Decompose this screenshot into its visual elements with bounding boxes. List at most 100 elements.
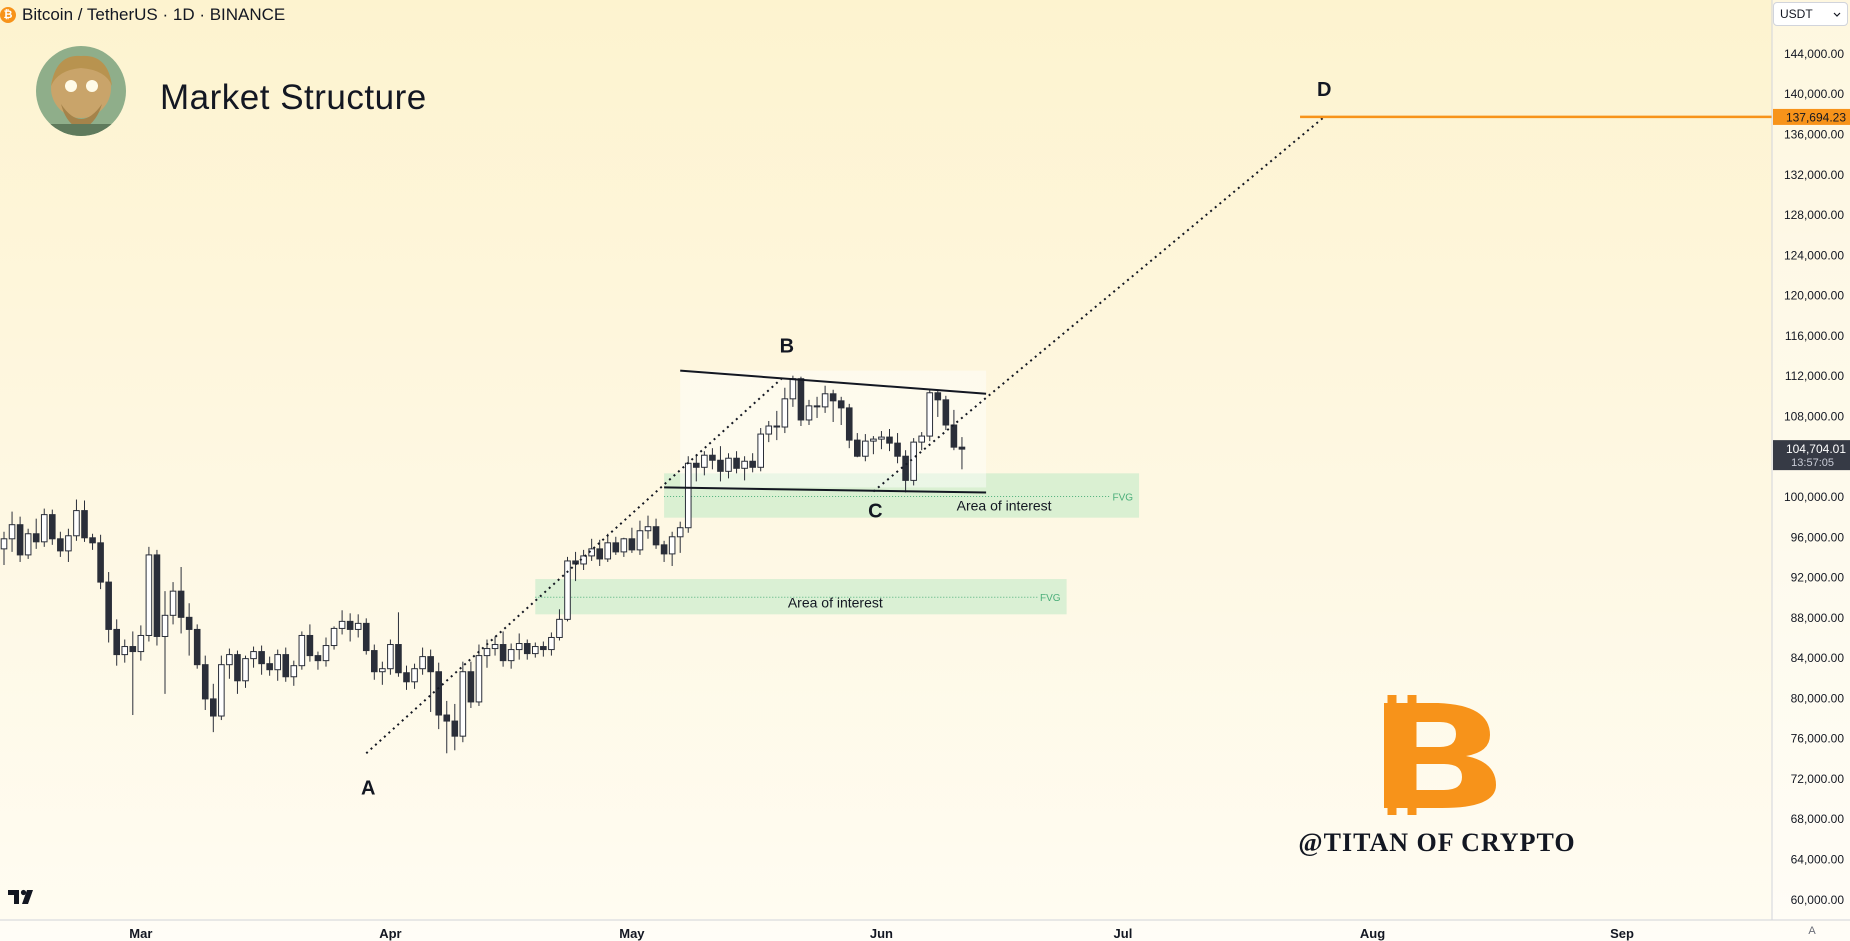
candle[interactable] xyxy=(298,631,306,670)
candle[interactable] xyxy=(604,533,612,562)
candle[interactable] xyxy=(878,431,885,450)
candle[interactable] xyxy=(572,551,579,582)
candle[interactable] xyxy=(371,644,378,680)
candle[interactable] xyxy=(129,631,137,716)
candle[interactable] xyxy=(612,536,620,555)
candle[interactable] xyxy=(250,646,257,668)
candle[interactable] xyxy=(234,650,241,694)
candle[interactable] xyxy=(16,516,24,562)
candle[interactable] xyxy=(330,626,338,650)
candle[interactable] xyxy=(266,656,273,676)
candle[interactable] xyxy=(226,648,233,679)
candle[interactable] xyxy=(837,396,845,426)
candle[interactable] xyxy=(274,649,281,681)
candle[interactable] xyxy=(395,612,402,677)
candle[interactable] xyxy=(918,432,926,451)
candle[interactable] xyxy=(870,436,877,455)
candle[interactable] xyxy=(910,438,917,486)
candle[interactable] xyxy=(443,700,451,754)
candle[interactable] xyxy=(73,499,80,541)
candle[interactable] xyxy=(137,625,145,661)
candle[interactable] xyxy=(193,624,201,669)
candle[interactable] xyxy=(821,385,829,413)
candle[interactable] xyxy=(97,534,104,590)
candle[interactable] xyxy=(346,613,354,642)
candle[interactable] xyxy=(813,396,821,418)
candle[interactable] xyxy=(588,538,595,561)
candle[interactable] xyxy=(185,603,193,656)
candle[interactable] xyxy=(24,528,32,559)
candle[interactable] xyxy=(862,434,869,462)
candle[interactable] xyxy=(693,454,700,482)
candle[interactable] xyxy=(684,456,692,533)
candle[interactable] xyxy=(741,456,748,481)
candle[interactable] xyxy=(57,531,64,557)
candle[interactable] xyxy=(636,520,644,555)
candle[interactable] xyxy=(467,661,475,708)
candle[interactable] xyxy=(49,509,56,545)
candle[interactable] xyxy=(676,521,684,553)
candle[interactable] xyxy=(282,647,290,682)
candle[interactable] xyxy=(532,642,539,658)
candle[interactable] xyxy=(427,649,434,712)
candle[interactable] xyxy=(781,387,789,434)
candle[interactable] xyxy=(153,549,161,646)
candle[interactable] xyxy=(548,632,555,656)
candle[interactable] xyxy=(387,639,394,675)
candle[interactable] xyxy=(491,636,499,656)
candle[interactable] xyxy=(668,531,676,566)
candle[interactable] xyxy=(805,399,813,426)
candle[interactable] xyxy=(725,453,732,479)
candle[interactable] xyxy=(620,537,628,557)
candle[interactable] xyxy=(749,453,756,473)
candle[interactable] xyxy=(161,591,169,694)
candle[interactable] xyxy=(169,582,177,625)
candle[interactable] xyxy=(556,609,563,641)
candle[interactable] xyxy=(854,433,861,458)
candle[interactable] xyxy=(258,645,265,675)
candle[interactable] xyxy=(894,433,901,464)
candle[interactable] xyxy=(701,451,708,476)
candle[interactable] xyxy=(515,633,523,660)
candle[interactable] xyxy=(596,539,604,566)
candle[interactable] xyxy=(105,572,112,643)
candle[interactable] xyxy=(113,619,121,666)
currency-selector[interactable]: USDT xyxy=(1773,2,1848,26)
candle[interactable] xyxy=(733,451,740,474)
candle[interactable] xyxy=(290,660,298,686)
candle[interactable] xyxy=(628,527,636,553)
candle[interactable] xyxy=(717,446,724,482)
candle[interactable] xyxy=(773,410,781,441)
candle[interactable] xyxy=(322,637,330,667)
candle[interactable] xyxy=(886,429,893,452)
candle[interactable] xyxy=(829,389,837,422)
candle[interactable] xyxy=(40,508,48,547)
candle[interactable] xyxy=(65,528,72,562)
candle[interactable] xyxy=(242,655,249,688)
candle[interactable] xyxy=(145,546,153,642)
candle[interactable] xyxy=(218,655,225,721)
candle[interactable] xyxy=(757,428,765,472)
candle[interactable] xyxy=(89,533,96,550)
candle[interactable] xyxy=(926,389,934,442)
candle[interactable] xyxy=(564,556,571,622)
candle[interactable] xyxy=(765,420,773,443)
symbol-header[interactable]: ₿ Bitcoin / TetherUS · 1D · BINANCE xyxy=(0,3,285,27)
candle[interactable] xyxy=(797,376,805,427)
candle[interactable] xyxy=(644,515,652,539)
candle[interactable] xyxy=(32,518,40,549)
candle[interactable] xyxy=(475,644,483,706)
candle[interactable] xyxy=(950,409,958,451)
candle[interactable] xyxy=(845,403,853,449)
auto-scale-toggle[interactable]: A xyxy=(1808,925,1816,937)
candle[interactable] xyxy=(354,614,362,638)
candle[interactable] xyxy=(507,643,515,669)
candle[interactable] xyxy=(177,566,185,634)
candle[interactable] xyxy=(499,631,507,667)
candle[interactable] xyxy=(121,639,129,663)
candle[interactable] xyxy=(411,663,418,689)
candle[interactable] xyxy=(0,531,8,565)
candle[interactable] xyxy=(652,518,660,549)
candle[interactable] xyxy=(934,390,942,417)
